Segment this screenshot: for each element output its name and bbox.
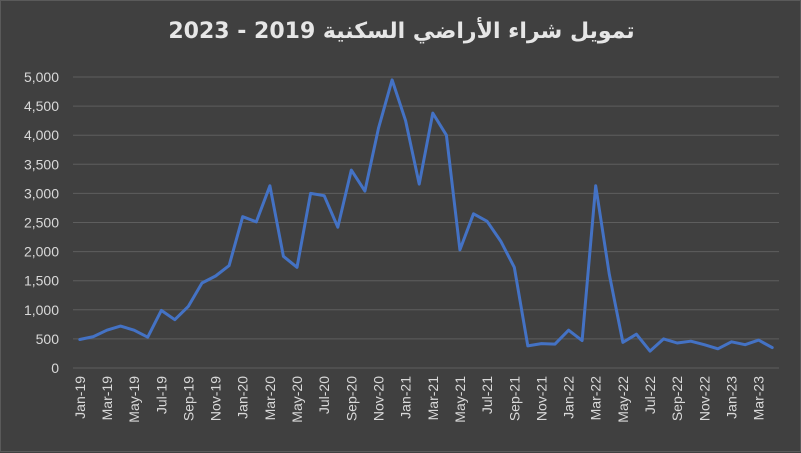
y-tick-label: 3,500 [24, 156, 59, 172]
data-point [200, 281, 204, 285]
data-point [743, 343, 747, 346]
x-tick-label: Nov-19 [208, 376, 224, 421]
x-tick-label: May-21 [452, 376, 468, 423]
data-point [350, 168, 353, 172]
data-point [146, 335, 149, 339]
x-tick-label: Jul-20 [316, 376, 332, 414]
x-tick-label: Nov-20 [370, 376, 386, 421]
data-point [390, 78, 394, 82]
x-tick-label: Sep-20 [343, 376, 359, 421]
x-tick-label: Jul-19 [153, 376, 169, 414]
data-point [458, 248, 462, 252]
data-point [594, 184, 597, 188]
data-point [322, 194, 326, 197]
y-tick-label: 500 [36, 331, 60, 347]
y-tick-label: 3,000 [24, 185, 59, 201]
data-point [485, 220, 489, 223]
data-point [689, 340, 692, 343]
data-point [119, 324, 122, 328]
data-point [214, 274, 217, 278]
x-tick-label: Jan-21 [398, 376, 414, 419]
data-point [567, 328, 570, 332]
data-point [78, 338, 81, 341]
x-tick-label: Nov-21 [533, 376, 549, 421]
data-point [553, 342, 557, 346]
data-point [662, 337, 665, 341]
data-point [418, 182, 421, 186]
x-tick-label: Jul-21 [479, 376, 495, 414]
x-tick-label: Mar-19 [99, 376, 115, 421]
x-tick-label: Sep-21 [506, 376, 522, 421]
y-tick-label: 4,500 [24, 98, 59, 114]
data-point [282, 255, 285, 258]
data-point [621, 341, 625, 344]
y-tick-label: 2,500 [24, 215, 59, 231]
data-point [431, 111, 434, 115]
chart-title: تمويل شراء الأراضي السكنية 2019 - 2023 [168, 19, 635, 44]
x-tick-label: Mar-20 [262, 376, 278, 421]
x-tick-label: Jan-19 [72, 376, 88, 419]
x-tick-label: Jan-23 [723, 376, 739, 419]
data-point [608, 273, 611, 276]
data-point [160, 309, 163, 312]
y-tick-label: 1,000 [24, 302, 59, 318]
x-tick-label: May-22 [615, 376, 631, 423]
data-point [703, 343, 706, 346]
data-point [268, 184, 272, 188]
data-point [309, 192, 312, 195]
data-point [132, 328, 136, 332]
data-point [499, 239, 502, 243]
data-point [580, 339, 584, 342]
data-point [540, 342, 543, 345]
data-point [716, 347, 720, 350]
data-point [472, 212, 475, 215]
data-point [771, 346, 774, 349]
data-point [105, 328, 109, 332]
data-point [255, 220, 258, 224]
y-tick-label: 5,000 [24, 69, 59, 85]
data-point [92, 335, 95, 338]
data-point [445, 134, 448, 137]
x-tick-label: Mar-23 [751, 376, 767, 421]
data-point [377, 127, 380, 130]
x-tick-label: Jul-22 [642, 376, 658, 414]
data-point [363, 189, 367, 193]
x-tick-label: Jan-22 [561, 376, 577, 419]
y-tick-label: 1,500 [24, 273, 59, 289]
data-point [648, 349, 652, 353]
data-point [635, 333, 638, 336]
data-point [173, 318, 177, 321]
data-point [513, 266, 516, 269]
data-point [336, 225, 339, 229]
data-point [757, 338, 760, 342]
y-tick-label: 0 [51, 360, 59, 376]
data-point [730, 340, 733, 344]
data-point [187, 305, 190, 308]
data-point [241, 215, 244, 218]
y-tick-label: 4,000 [24, 127, 59, 143]
x-tick-label: May-20 [289, 376, 305, 423]
data-point [404, 119, 407, 122]
x-tick-label: Mar-21 [425, 376, 441, 421]
data-point [227, 264, 231, 267]
data-point [526, 344, 530, 348]
x-tick-label: May-19 [126, 376, 142, 423]
x-tick-label: Sep-19 [180, 376, 196, 421]
data-point [295, 266, 299, 269]
x-tick-label: Jan-20 [235, 376, 251, 419]
data-point [675, 341, 679, 345]
series-line [78, 78, 774, 353]
x-tick-label: Mar-22 [588, 376, 604, 421]
y-tick-label: 2,000 [24, 244, 59, 260]
x-tick-label: Nov-22 [696, 376, 712, 421]
x-tick-label: Sep-22 [669, 376, 685, 421]
